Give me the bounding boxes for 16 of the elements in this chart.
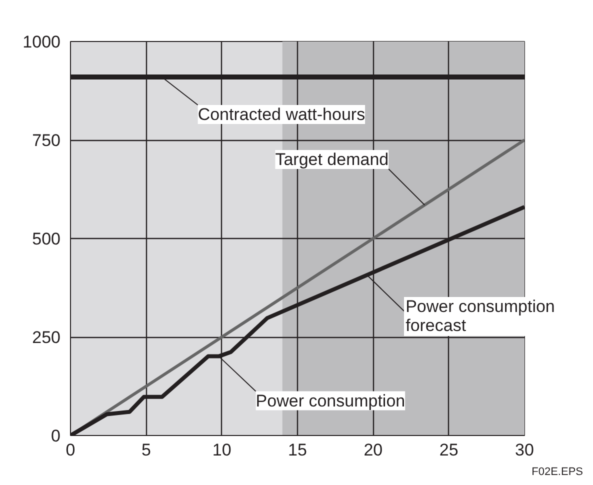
x-tick-label: 5	[141, 440, 151, 460]
y-tick-label: 1000	[22, 32, 61, 52]
x-tick-label: 25	[439, 440, 458, 460]
y-tick-label: 250	[32, 328, 61, 347]
x-tick-label: 30	[515, 440, 534, 460]
y-tick-label: 0	[51, 426, 61, 446]
text: Target demand	[275, 150, 389, 170]
x-tick-label: 10	[212, 440, 232, 460]
ref-line-label: Contracted watt-hours	[198, 104, 366, 124]
x-tick-label: 0	[66, 440, 76, 460]
y-tick-label: 500	[32, 230, 61, 248]
annotation: F02E.EPS	[532, 466, 583, 478]
x-tick-label: 20	[364, 440, 383, 460]
y-tick-label: 750	[32, 131, 61, 150]
x-tick-label: 15	[288, 440, 307, 460]
text: Power consumption	[256, 391, 406, 410]
